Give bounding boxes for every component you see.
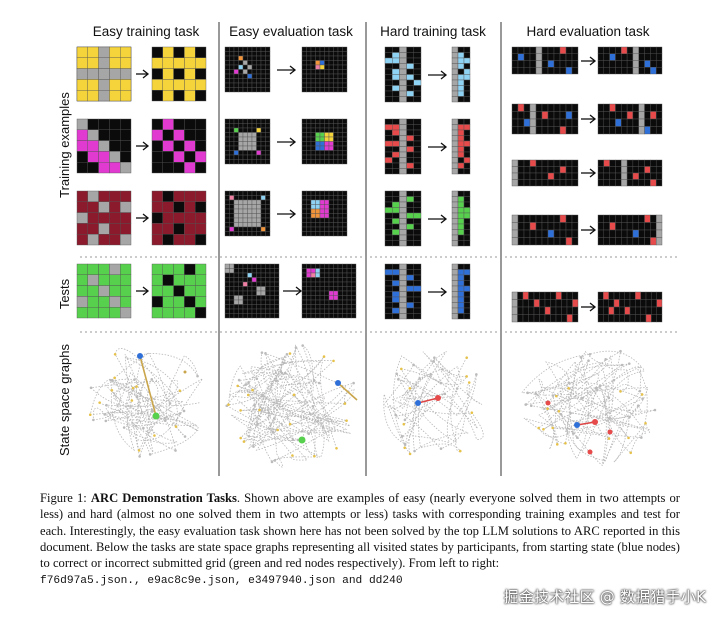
grid-et-3-in [76, 190, 132, 246]
arrow [428, 214, 448, 224]
grid-ht-test-out [451, 263, 471, 320]
arrow [136, 69, 150, 79]
graph-easy-evaluation [225, 344, 358, 468]
grid-ht-3-out [451, 190, 471, 247]
grid-ht-1-in [384, 46, 422, 103]
grid-ee-test-out [301, 263, 357, 319]
figure-caption: Figure 1: ARC Demonstration Tasks. Shown… [40, 490, 680, 590]
state-space-graphs [88, 344, 657, 468]
grid-ee-1-out [301, 46, 348, 93]
arrow [428, 70, 448, 80]
grid-he-3-out [597, 159, 663, 187]
arrow [136, 213, 150, 223]
grid-ee-3-in [224, 190, 271, 237]
grid-et-3-out [151, 190, 207, 246]
grid-et-1-out [151, 46, 207, 102]
arrow [277, 65, 297, 75]
arrow [581, 302, 597, 312]
grid-he-4-out [597, 214, 663, 246]
graph-easy-training [88, 348, 203, 458]
caption-label: Figure 1: [40, 491, 91, 505]
arrow [581, 56, 597, 66]
arrow [277, 137, 297, 147]
grid-et-test-in [76, 263, 132, 319]
watermark: 掘金技术社区 @ 数据猎手小K [503, 588, 706, 606]
caption-files: f76d97a5.json., e9ac8c9e.json, e3497940.… [40, 575, 403, 588]
grid-ee-test-in [224, 263, 280, 319]
example-grids [76, 46, 663, 323]
grid-he-3-in [511, 159, 579, 187]
col-title-hard-evaluation: Hard evaluation task [526, 24, 649, 39]
row-label-graphs: State space graphs [57, 343, 72, 456]
grid-et-2-out [151, 118, 207, 174]
caption-title: ARC Demonstration Tasks [90, 491, 237, 505]
grid-he-test-in [511, 291, 579, 323]
grid-ee-1-in [224, 46, 271, 93]
grid-ht-3-in [384, 190, 422, 247]
graph-hard-training [382, 350, 484, 456]
col-title-hard-training: Hard training task [380, 24, 486, 39]
grid-he-test-out [597, 291, 663, 323]
arrow [428, 287, 448, 297]
arrow [277, 209, 297, 219]
grid-he-2-out [597, 103, 663, 135]
caption-body: . Shown above are examples of easy (near… [40, 491, 680, 571]
transform-arrows [136, 56, 597, 312]
grid-et-1-in [76, 46, 132, 102]
grid-he-2-in [511, 103, 579, 135]
graph-hard-evaluation [520, 349, 657, 467]
grid-ht-1-out [451, 46, 471, 103]
row-label-training: Training examples [57, 92, 72, 198]
grid-he-4-in [511, 214, 579, 246]
grid-ee-2-in [224, 118, 271, 165]
arrow [581, 225, 597, 235]
row-label-tests: Tests [57, 278, 72, 309]
arrow [136, 286, 150, 296]
arrow [581, 114, 597, 124]
grid-et-2-in [76, 118, 132, 174]
arrow [581, 168, 597, 178]
arrow [136, 141, 150, 151]
col-title-easy-training: Easy training task [93, 24, 200, 39]
grid-ht-test-in [384, 263, 422, 320]
grid-et-test-out [151, 263, 207, 319]
grid-ht-2-in [384, 118, 422, 175]
grid-ee-2-out [301, 118, 348, 165]
arrow [428, 142, 448, 152]
grid-he-1-out [597, 46, 663, 75]
grid-ee-3-out [301, 190, 348, 237]
col-title-easy-evaluation: Easy evaluation task [229, 24, 353, 39]
grid-ht-2-out [451, 118, 471, 175]
arrow [283, 286, 303, 296]
grid-he-1-in [511, 46, 579, 75]
